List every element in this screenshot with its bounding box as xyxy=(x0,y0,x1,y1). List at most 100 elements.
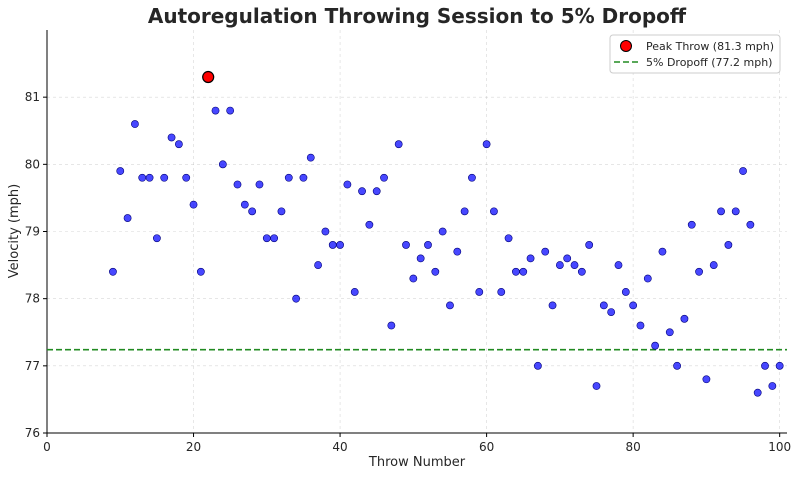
data-point xyxy=(336,241,344,249)
x-axis-label: Throw Number xyxy=(368,455,466,470)
data-point xyxy=(490,207,498,216)
data-point xyxy=(321,227,330,236)
data-point xyxy=(724,241,733,249)
data-point xyxy=(695,267,703,276)
peak-point-layer xyxy=(202,70,215,84)
data-point xyxy=(548,301,557,310)
data-point xyxy=(138,173,147,182)
grid xyxy=(46,30,787,434)
y-axis-label: Velocity (mph) xyxy=(7,184,22,278)
data-point xyxy=(541,247,550,256)
chart-title: Autoregulation Throwing Session to 5% Dr… xyxy=(148,4,687,28)
data-point xyxy=(196,267,205,276)
data-point xyxy=(174,140,183,149)
data-point xyxy=(314,261,322,269)
x-tick-label: 100 xyxy=(768,440,791,454)
data-point xyxy=(665,328,674,337)
data-point xyxy=(409,274,418,283)
data-point xyxy=(145,173,154,182)
data-points xyxy=(109,106,784,397)
data-point xyxy=(277,207,286,216)
data-point xyxy=(211,106,220,115)
data-point xyxy=(328,241,337,249)
data-point xyxy=(658,247,667,256)
data-point xyxy=(592,382,601,390)
data-point xyxy=(460,207,469,216)
data-point xyxy=(372,187,381,196)
data-point xyxy=(284,173,293,182)
x-tick-label: 40 xyxy=(332,440,347,454)
data-point xyxy=(585,241,594,249)
data-point xyxy=(702,375,711,384)
y-tick-label: 79 xyxy=(25,225,40,239)
data-point xyxy=(775,361,784,370)
data-point xyxy=(599,301,608,310)
data-point xyxy=(424,241,432,249)
data-point xyxy=(380,173,388,182)
tick-labels: 0 20 40 60 80 100 76 77 78 79 80 81 xyxy=(25,90,791,454)
data-point xyxy=(299,173,308,182)
data-point xyxy=(717,207,725,216)
data-point xyxy=(526,254,535,263)
data-point xyxy=(563,254,572,263)
data-point xyxy=(262,234,271,243)
x-tick-label: 20 xyxy=(186,440,201,454)
data-point xyxy=(226,106,235,115)
data-point xyxy=(482,140,491,149)
data-point xyxy=(577,267,586,276)
data-point xyxy=(629,301,638,310)
data-point xyxy=(607,308,616,316)
data-point xyxy=(746,220,755,229)
legend: Peak Throw (81.3 mph) 5% Dropoff (77.2 m… xyxy=(609,34,781,74)
data-point xyxy=(306,153,315,162)
data-point xyxy=(131,120,139,128)
data-point xyxy=(709,261,718,269)
data-point xyxy=(358,187,366,196)
data-point xyxy=(475,288,484,296)
data-point xyxy=(753,388,762,397)
axes xyxy=(43,30,787,437)
data-point xyxy=(153,234,161,243)
data-point xyxy=(533,361,542,370)
data-point xyxy=(519,267,528,276)
data-point xyxy=(570,261,579,269)
data-point xyxy=(416,254,425,263)
data-point xyxy=(233,180,242,189)
data-point xyxy=(739,167,747,175)
data-point xyxy=(292,294,301,303)
data-point xyxy=(160,173,169,182)
data-point xyxy=(167,133,176,142)
legend-peak-label: Peak Throw (81.3 mph) xyxy=(646,40,774,53)
data-point xyxy=(189,200,198,209)
data-point xyxy=(614,261,623,269)
data-point xyxy=(350,288,359,296)
data-point xyxy=(621,288,630,296)
y-tick-label: 78 xyxy=(25,292,40,306)
y-tick-label: 81 xyxy=(25,90,40,104)
data-point xyxy=(731,207,740,216)
x-tick-label: 80 xyxy=(625,440,640,454)
data-point xyxy=(240,200,249,209)
data-point xyxy=(446,301,454,310)
data-point xyxy=(512,267,520,276)
data-point xyxy=(504,234,513,243)
data-point xyxy=(394,140,403,149)
data-point xyxy=(555,261,564,269)
data-point xyxy=(673,361,681,370)
peak-point xyxy=(202,70,215,84)
data-point xyxy=(365,220,374,229)
legend-frame xyxy=(609,34,781,74)
data-point xyxy=(768,382,777,390)
data-point xyxy=(255,180,264,189)
data-point xyxy=(270,234,279,243)
data-point xyxy=(431,267,440,276)
data-point xyxy=(453,247,462,256)
legend-peak-marker xyxy=(620,40,632,52)
data-point xyxy=(387,321,396,330)
y-tick-label: 76 xyxy=(25,426,40,440)
data-point xyxy=(687,220,696,229)
data-point xyxy=(497,288,506,296)
data-point xyxy=(651,341,660,350)
data-point xyxy=(636,321,645,330)
